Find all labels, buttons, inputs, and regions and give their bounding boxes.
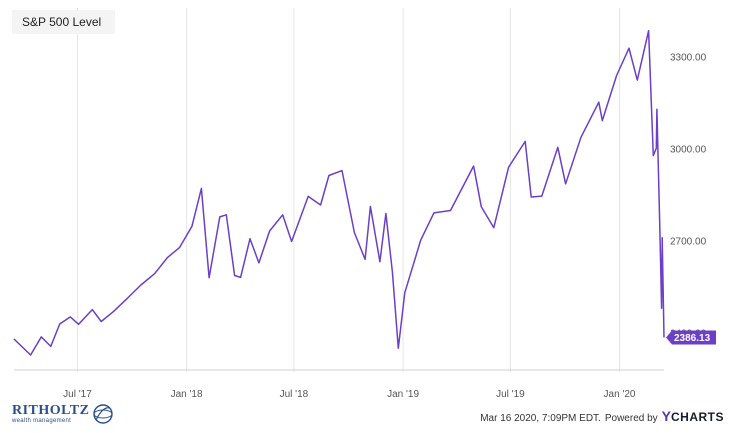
x-tick-label: Jan '20 [604,389,636,400]
x-tick-label: Jan '18 [171,389,203,400]
grid-lines [14,8,664,372]
ycharts-logo-y: Y [661,408,671,424]
last-value-badge: 2386.13 [666,330,716,345]
series-line-sp500 [13,29,665,356]
x-axis-labels: Jul '17 Jan '18 Jul '18 Jan '19 Jul '19 Jan '… [63,389,636,400]
powered-by-text: Powered by [604,413,658,424]
x-tick-label: Jul '17 [63,389,92,400]
chart-title-text: S&P 500 Level [22,15,102,29]
chart-title: S&P 500 Level [12,10,116,34]
ritholtz-logo: RITHOLTZ wealth management [12,400,115,428]
last-value-label: 2386.13 [674,333,711,344]
logo-globe-icon [93,404,114,424]
last-value-badge-shape [666,330,716,345]
y-tick-label: 2700.00 [670,237,707,248]
x-tick-label: Jul '19 [496,389,525,400]
ycharts-logo[interactable]: YCHARTS [662,408,724,424]
ycharts-logo-charts: CHARTS [671,410,724,424]
x-tick-label: Jan '19 [387,389,419,400]
y-tick-label: 3000.00 [670,145,707,156]
chart-footer: Mar 16 2020, 7:09PM EDT. Powered by YCHA… [480,408,724,424]
logo-text: RITHOLTZ [12,403,90,418]
timestamp: Mar 16 2020, 7:09PM EDT. [480,413,601,424]
y-tick-label: 3300.00 [670,53,707,64]
x-tick-label: Jul '18 [280,389,309,400]
logo-subtext: wealth management [12,418,72,424]
